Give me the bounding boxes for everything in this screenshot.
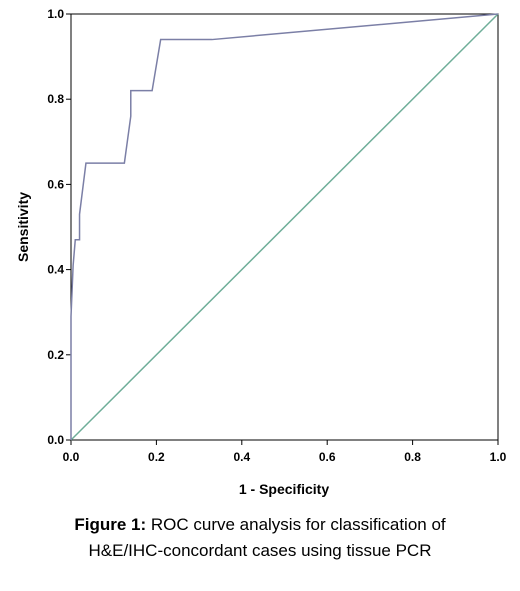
- y-tick-label: 0.8: [47, 92, 64, 106]
- x-axis-ticks: 0.0 0.2 0.4 0.6 0.8 1.0: [63, 440, 507, 464]
- x-axis-title: 1 - Specificity: [239, 481, 329, 497]
- caption-text-1: ROC curve analysis for classification of: [146, 515, 446, 534]
- x-tick-label: 1.0: [490, 450, 507, 464]
- y-tick-label: 1.0: [47, 7, 64, 21]
- caption-prefix: Figure 1:: [74, 515, 147, 534]
- x-tick-label: 0.4: [233, 450, 250, 464]
- y-tick-label: 0.6: [47, 177, 64, 191]
- x-tick-label: 0.6: [319, 450, 336, 464]
- roc-curve-line: [70, 13, 499, 440]
- x-tick-label: 0.0: [63, 450, 80, 464]
- y-axis-title: Sensitivity: [15, 192, 31, 262]
- y-tick-label: 0.4: [47, 263, 64, 277]
- plot-frame: [70, 13, 499, 441]
- caption-line-1: Figure 1: ROC curve analysis for classif…: [0, 512, 520, 538]
- x-tick-label: 0.8: [404, 450, 421, 464]
- x-tick-label: 0.2: [148, 450, 165, 464]
- y-axis-ticks: 0.0 0.2 0.4 0.6 0.8 1.0: [47, 7, 71, 447]
- y-tick-label: 0.2: [47, 348, 64, 362]
- reference-diagonal-line: [70, 13, 499, 441]
- y-tick-label: 0.0: [47, 433, 64, 447]
- caption-line-2: H&E/IHC-concordant cases using tissue PC…: [88, 541, 432, 560]
- figure-caption: Figure 1: ROC curve analysis for classif…: [0, 512, 520, 564]
- roc-chart: 0.0 0.2 0.4 0.6 0.8 1.0 0.0 0.2 0.4 0.6 0.8 1.0 1 …: [15, 7, 507, 497]
